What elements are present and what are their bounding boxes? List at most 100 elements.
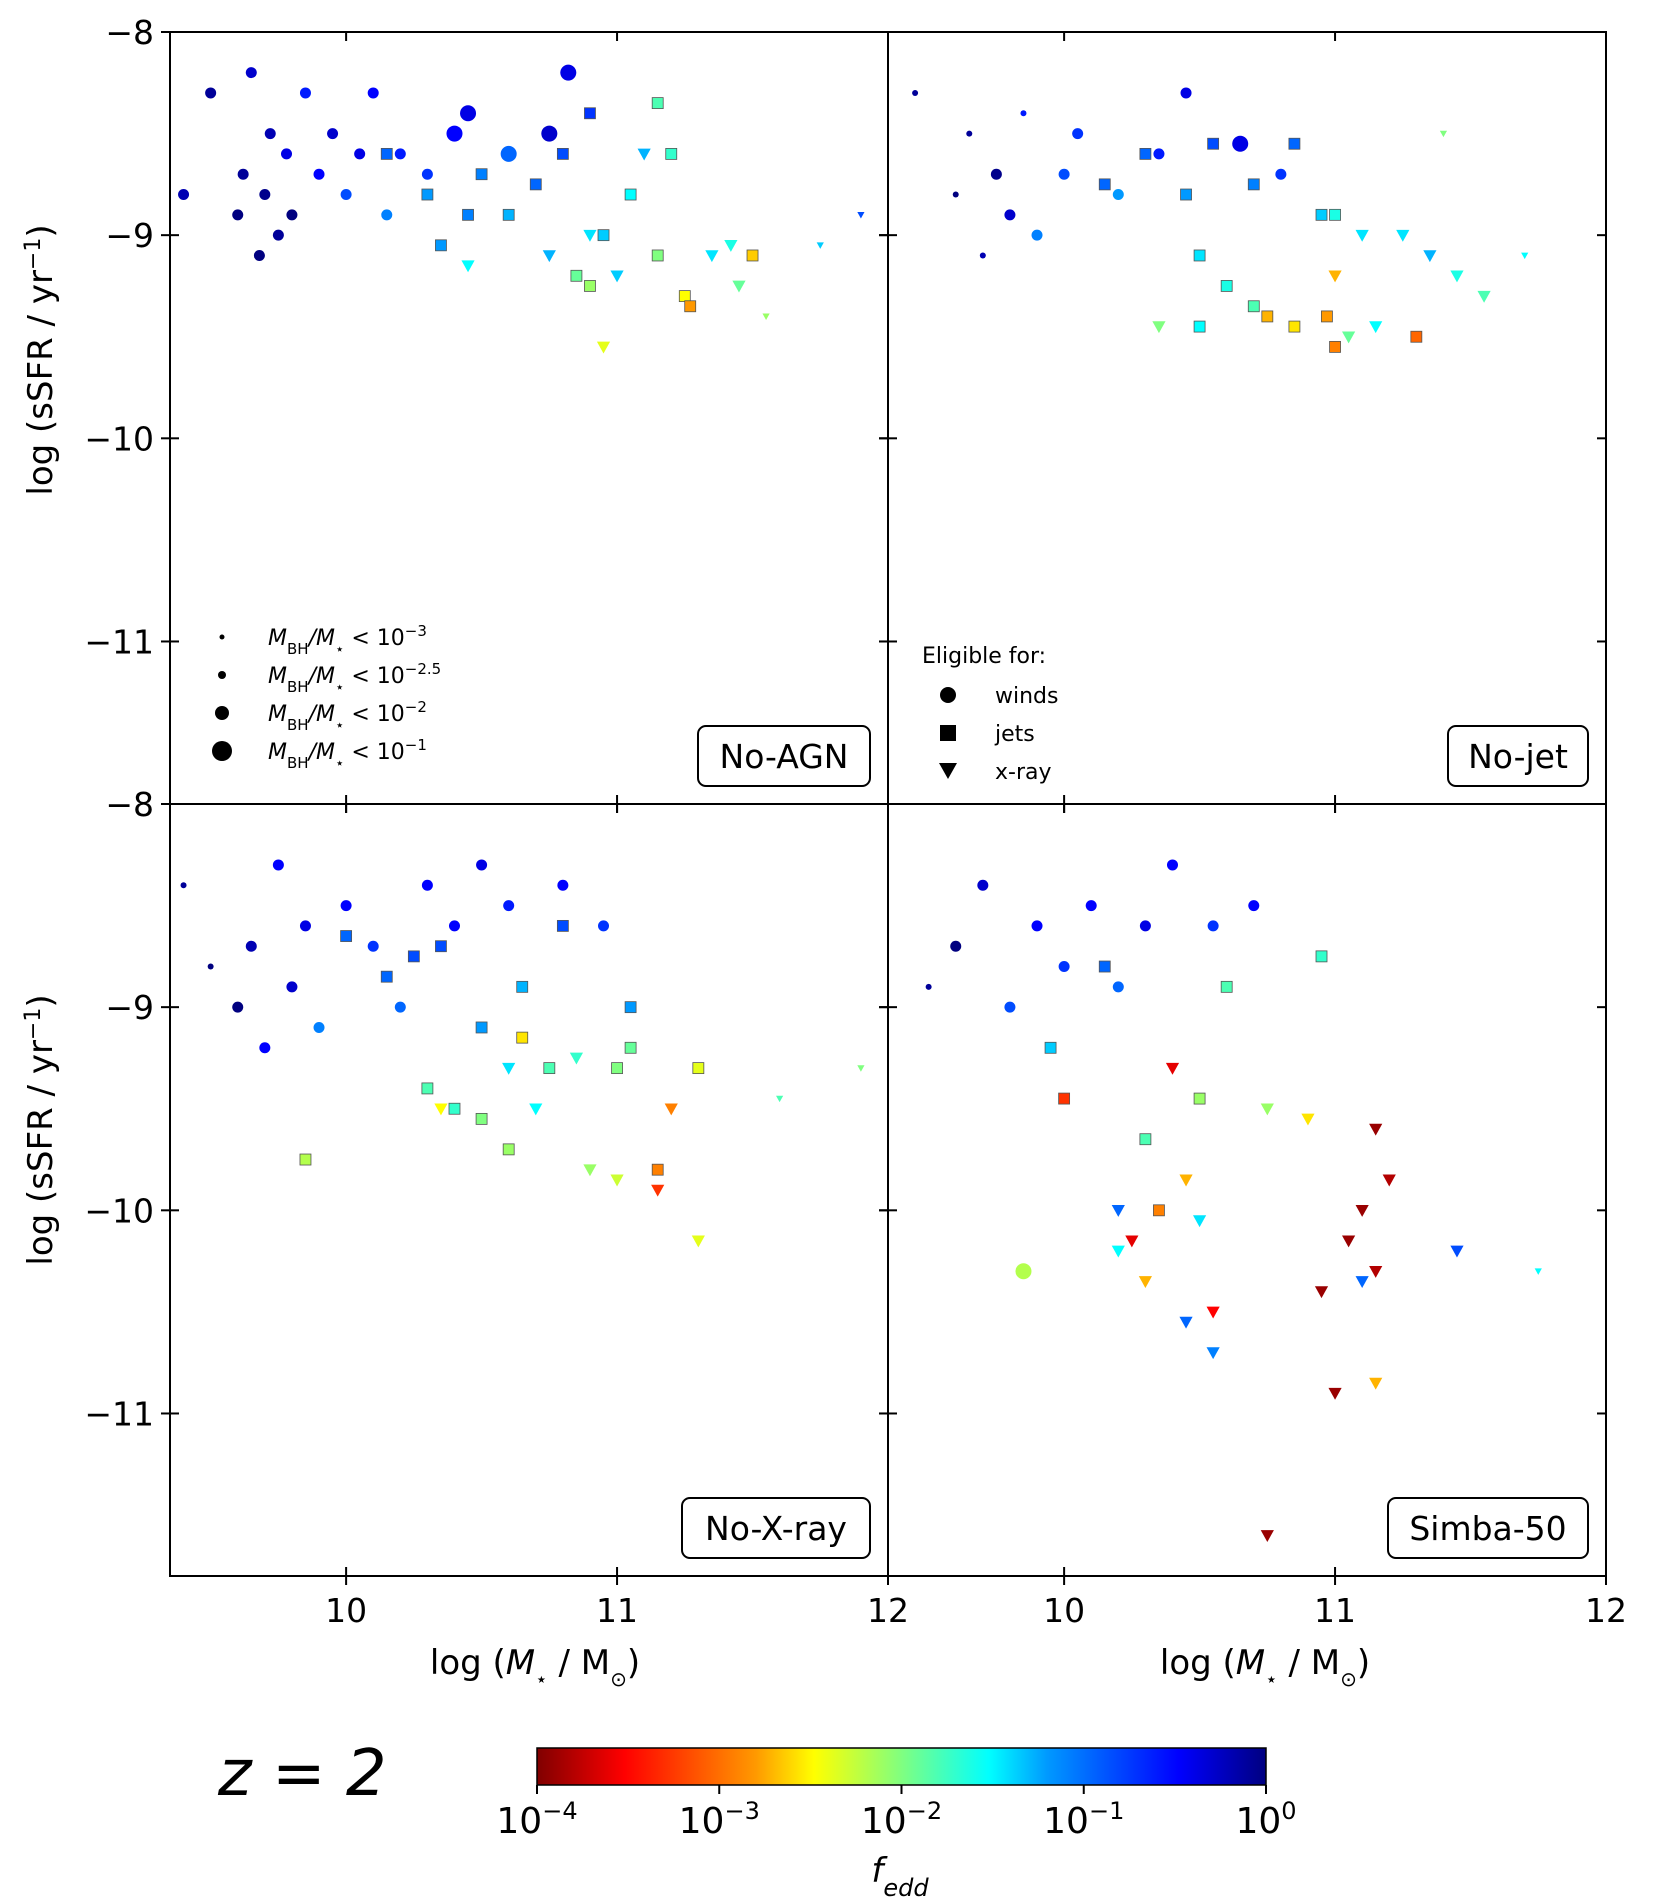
data-point — [394, 148, 406, 160]
data-point — [1044, 1041, 1057, 1054]
data-point — [1329, 340, 1341, 353]
data-point — [1165, 1062, 1180, 1075]
x-tick-label: 10 — [325, 1591, 367, 1630]
data-point — [1315, 950, 1328, 963]
marker-legend-label: x-ray — [995, 760, 1052, 785]
panel-label-box — [1447, 725, 1589, 787]
data-point — [299, 87, 311, 99]
data-point — [664, 1103, 678, 1116]
data-point — [1004, 209, 1016, 221]
data-point — [665, 147, 678, 160]
data-point — [1369, 1265, 1383, 1278]
data-point — [1410, 330, 1423, 343]
data-point — [394, 1001, 406, 1013]
data-point — [340, 930, 353, 942]
data-point — [1020, 110, 1027, 117]
data-point — [651, 1163, 664, 1176]
data-point — [596, 341, 611, 354]
colorbar-label: fedd — [871, 1851, 929, 1897]
data-point — [313, 168, 325, 180]
data-point — [624, 1041, 637, 1054]
data-point — [380, 970, 393, 983]
data-point — [500, 145, 517, 162]
size-legend-marker — [215, 706, 229, 720]
data-point — [1179, 1174, 1193, 1187]
x-tick-label: 10 — [1043, 1591, 1085, 1630]
data-point — [259, 189, 271, 201]
data-point — [1342, 1235, 1356, 1248]
x-tick-label: 11 — [596, 1591, 638, 1630]
size-legend-label: MBH/M⋆ < 10−2 — [268, 698, 427, 734]
data-point — [367, 940, 379, 952]
data-point — [816, 242, 824, 249]
data-point — [259, 1042, 271, 1054]
data-point — [950, 940, 962, 952]
data-point — [1058, 961, 1070, 973]
data-point — [1321, 310, 1333, 323]
data-point — [1112, 981, 1124, 993]
data-point — [1139, 1133, 1152, 1146]
data-point — [776, 1095, 784, 1103]
data-point — [253, 249, 265, 261]
data-point — [1247, 178, 1260, 191]
data-point — [232, 209, 244, 221]
y-tick-label: −9 — [105, 988, 154, 1027]
data-point — [857, 211, 865, 219]
data-point — [264, 128, 276, 140]
colorbar — [536, 1747, 1267, 1786]
data-point — [476, 859, 488, 871]
data-point — [570, 269, 583, 282]
data-point — [340, 189, 352, 201]
x-tick-label: 12 — [1585, 1591, 1627, 1630]
marker-legend-label: jets — [994, 722, 1035, 747]
panel-no-agn: −8 −9 −10 −11 No-AGN — [84, 13, 889, 813]
data-point — [1328, 1387, 1342, 1400]
data-point — [1193, 249, 1206, 262]
data-point — [502, 1143, 515, 1156]
data-point — [380, 147, 393, 160]
data-point — [1206, 1347, 1220, 1360]
data-point — [313, 1021, 325, 1033]
data-point — [381, 209, 393, 221]
panel-no-jet: No-jet — [879, 31, 1607, 813]
data-point — [286, 981, 298, 993]
data-point — [611, 1062, 623, 1075]
data-point — [502, 1062, 516, 1075]
x-tick-label: 11 — [1314, 1591, 1356, 1630]
data-point — [1072, 128, 1084, 140]
data-point — [1329, 208, 1341, 221]
data-point — [705, 250, 719, 263]
y-tick-label: −8 — [105, 785, 154, 824]
data-point — [205, 87, 217, 99]
data-point — [299, 920, 311, 932]
data-point — [1166, 859, 1178, 871]
panel-no-xray: −8 −9 −10 −11 10 11 12 No-X-ray — [84, 785, 909, 1630]
data-point — [990, 168, 1002, 180]
data-point — [1180, 87, 1192, 99]
data-point — [327, 128, 339, 140]
data-point — [1004, 1001, 1016, 1013]
data-point — [1125, 1235, 1139, 1248]
data-point — [1138, 1276, 1152, 1289]
data-point — [281, 148, 293, 160]
panel-label-box — [697, 725, 871, 787]
data-point — [560, 64, 577, 81]
y-axis-label-bottom: log (sSFR / yr−1) — [21, 994, 62, 1265]
data-point — [435, 239, 447, 252]
data-point — [462, 208, 474, 221]
data-point — [529, 178, 542, 191]
panel-label-simba-50: Simba-50 — [1409, 1509, 1566, 1548]
panel-label-no-xray: No-X-ray — [705, 1509, 847, 1548]
data-point — [1288, 320, 1301, 333]
marker-legend-square-icon — [940, 725, 956, 741]
data-point — [245, 940, 257, 952]
data-point — [207, 963, 214, 970]
data-point — [245, 67, 257, 79]
data-point — [461, 260, 475, 273]
data-point — [678, 290, 691, 303]
data-point — [762, 313, 770, 321]
data-point — [584, 280, 596, 292]
panel-frame-no-xray — [169, 803, 889, 1577]
data-point — [1301, 1113, 1315, 1126]
